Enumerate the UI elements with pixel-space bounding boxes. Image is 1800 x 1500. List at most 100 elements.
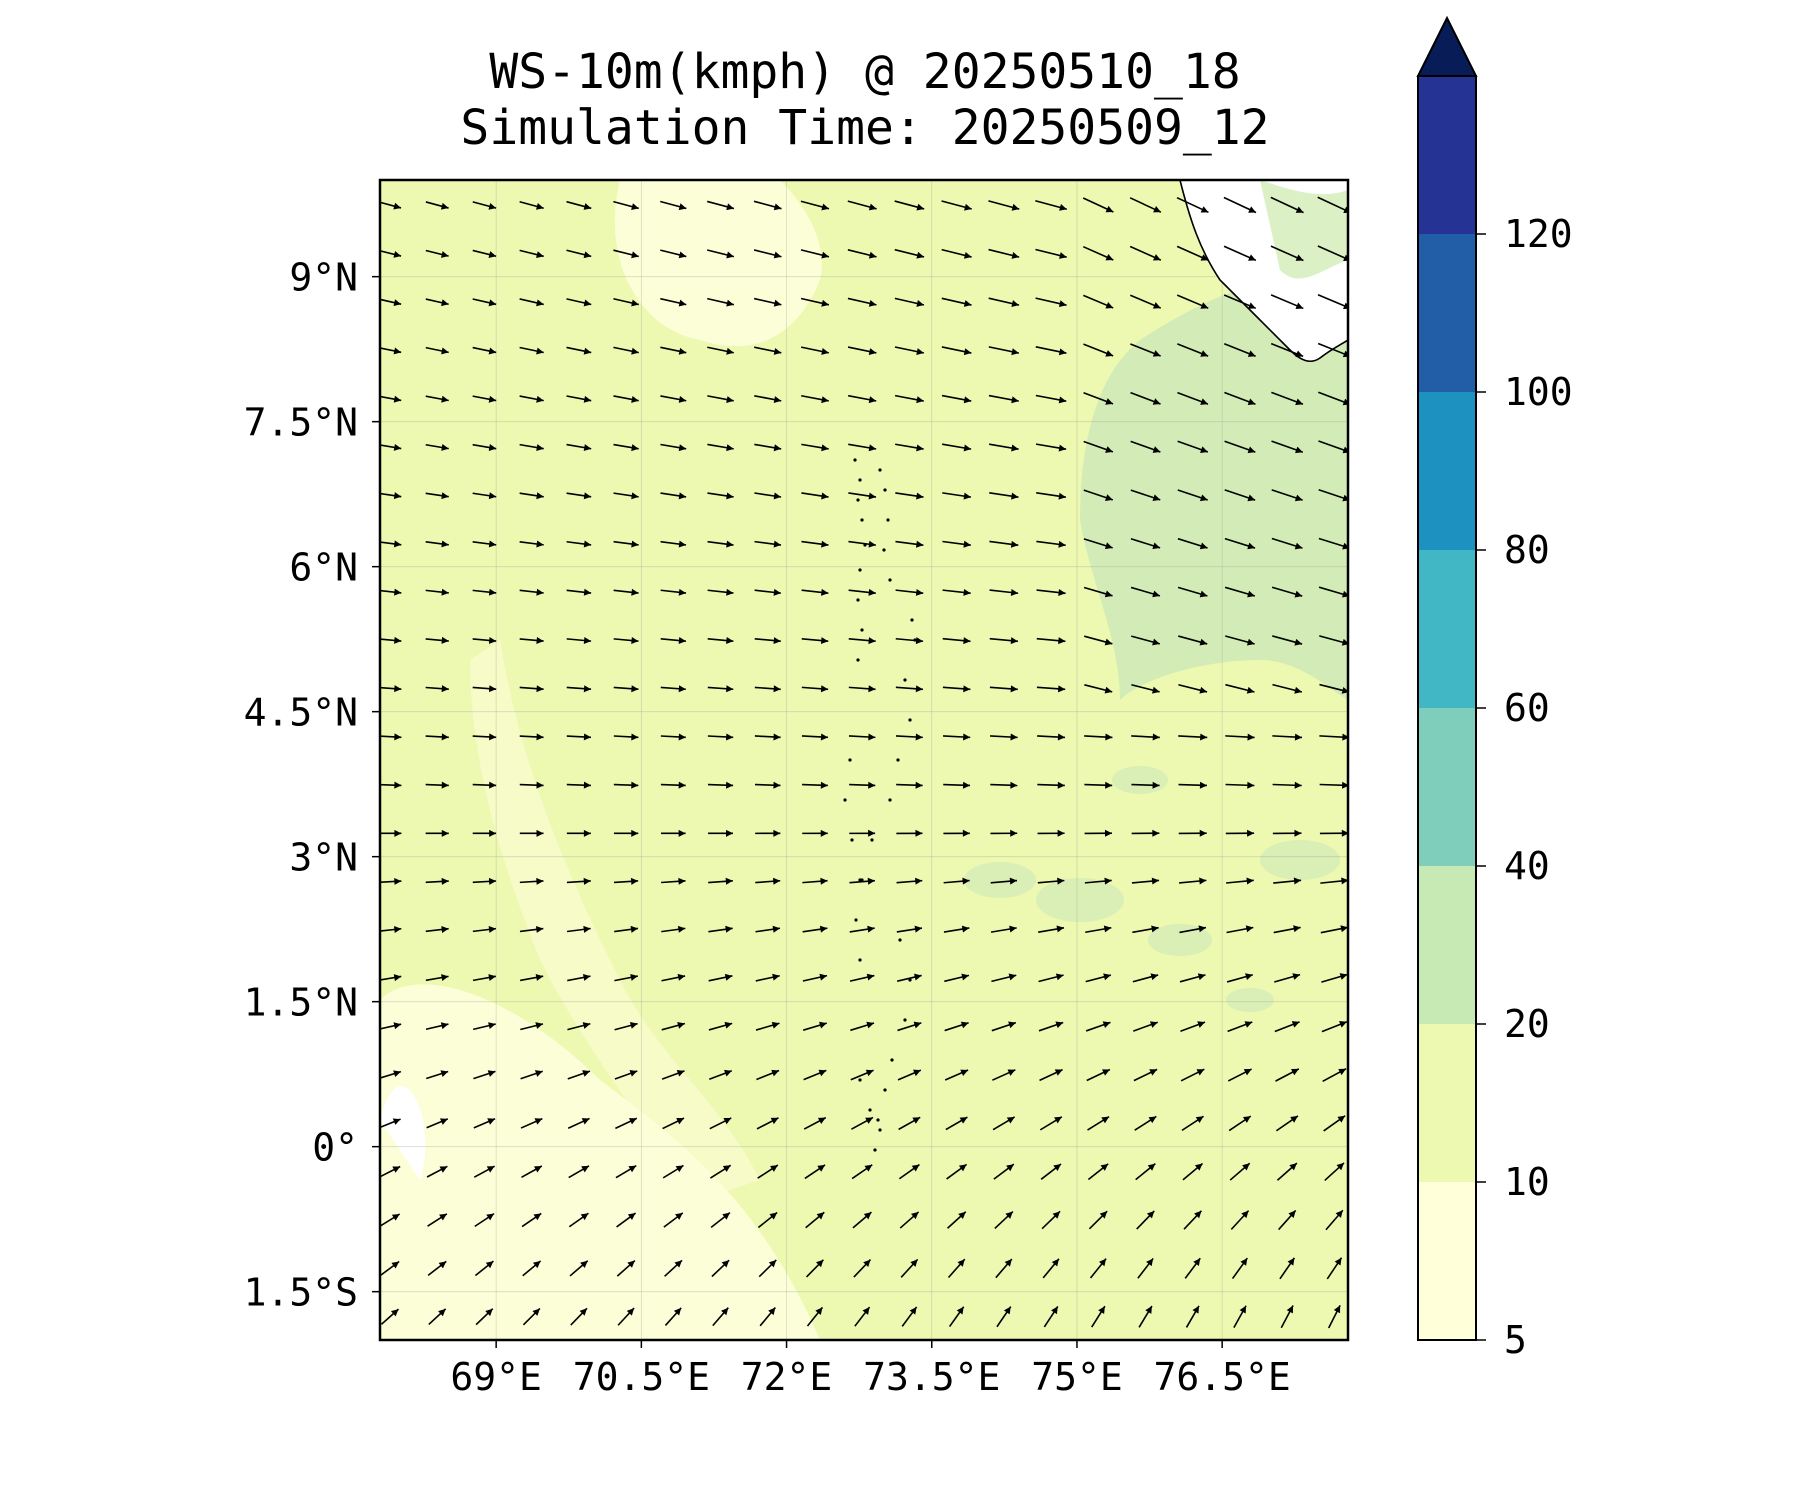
wind-arrow [1230,1210,1250,1230]
wind-arrow-head [583,685,592,693]
wind-arrow [380,1308,400,1325]
wind-arrow-head [393,202,402,210]
wind-arrow-head [1199,829,1207,837]
wind-arrow [566,685,592,693]
wind-arrow [519,346,544,355]
colorbar: 5 10 20 40 60 80 100 120 [1416,15,1573,1362]
wind-arrow [427,1213,448,1227]
wind-arrow [472,588,497,596]
wind-arrow [613,492,639,500]
wind-arrow-head [1059,252,1067,259]
wind-arrow [989,588,1019,596]
island-dot [878,468,882,472]
wind-arrow-head [1199,542,1208,550]
wind-arrow [711,1259,730,1278]
wind-arrow [566,249,592,259]
wind-arrow [380,781,402,789]
wind-arrow [1083,440,1114,453]
wind-arrow [566,492,592,500]
wind-arrow [614,1022,638,1031]
wind-arrow-head [1145,1306,1152,1314]
wind-arrow [1087,1163,1109,1181]
wind-arrow [1224,586,1256,598]
wind-arrow-head [441,347,449,355]
wind-arrow-head [1293,877,1302,885]
island-dot [886,518,890,522]
lon-tick-label: 76.5°E [1154,1355,1291,1399]
wind-arrow-head [1247,302,1256,309]
wind-arrow [663,1212,684,1228]
wind-arrow-head [961,973,969,981]
wind-arrow [472,877,497,885]
wind-arrow-head [1104,686,1113,694]
wind-arrow-head [1057,733,1066,741]
wind-arrow [380,1022,402,1030]
wind-arrow-head [1058,300,1067,308]
wind-arrow-head [1151,925,1159,933]
wind-arrow [1129,245,1162,261]
wind-arrow-head [583,203,592,210]
wind-arrow [1086,1068,1111,1082]
wind-arrow-head [1342,781,1348,789]
wind-arrow-head [1193,1258,1201,1266]
wind-arrow [755,1021,780,1031]
wind-arrow [613,395,639,403]
wind-arrow [613,540,639,548]
wind-arrow-head [1105,446,1113,453]
wind-arrow-head [631,733,639,741]
wind-arrow-head [1152,302,1161,309]
wind-arrow-head [488,636,497,644]
wind-arrow [943,781,971,789]
wind-arrow-head [820,829,828,837]
wind-arrow [1270,245,1304,262]
wind-arrow [707,637,734,645]
wind-arrow [1035,443,1067,452]
wind-arrow-head [1199,877,1207,885]
wind-arrow-head [629,1022,638,1029]
wind-arrow-head [817,1117,826,1124]
wind-arrow [380,926,402,934]
wind-arrow [849,973,875,982]
wind-arrow-head [1247,350,1256,357]
wind-arrow [1318,391,1348,406]
wind-arrow [1035,248,1067,259]
wind-arrow [613,200,640,210]
wind-arrow-head [485,1261,494,1269]
wind-arrow [847,297,877,307]
wind-arrow-head [1149,1069,1158,1076]
wind-arrow-head [580,1260,588,1268]
wind-arrow-head [1105,398,1114,405]
wind-arrow [847,200,877,211]
wind-arrow [1036,589,1066,596]
wind-arrow-head [536,395,544,403]
wind-arrow-head [678,877,686,885]
lat-tick-label: 4.5°N [244,691,358,735]
wind-arrow [1318,537,1348,550]
wind-arrow [1037,733,1066,741]
wind-arrow-head [441,829,449,837]
wind-arrow [848,685,876,693]
island-dot [878,1128,882,1132]
wind-arrow-head [1054,1069,1063,1076]
wind-arrow-head [1058,540,1066,548]
wind-arrow [709,1117,732,1130]
wind-arrow [894,200,925,211]
wind-arrow-head [1058,589,1066,596]
wind-arrow-head [864,1164,873,1172]
wind-arrow-head [770,1117,779,1125]
wind-arrow [708,1021,733,1031]
island-dot [858,958,862,962]
wind-arrow-head [1053,1164,1062,1172]
wind-arrow-head [862,1307,870,1315]
wind-arrow-head [583,636,592,644]
wind-arrow [380,1213,401,1227]
wind-arrow [1270,294,1304,310]
wind-arrow-head [1151,877,1160,885]
wind-arrow-head [960,1069,969,1076]
wind-arrow [1223,196,1257,214]
wind-arrow [989,685,1018,693]
wind-arrow-head [816,1259,824,1268]
wind-arrow-head [678,444,687,452]
wind-arrow [1274,973,1301,983]
